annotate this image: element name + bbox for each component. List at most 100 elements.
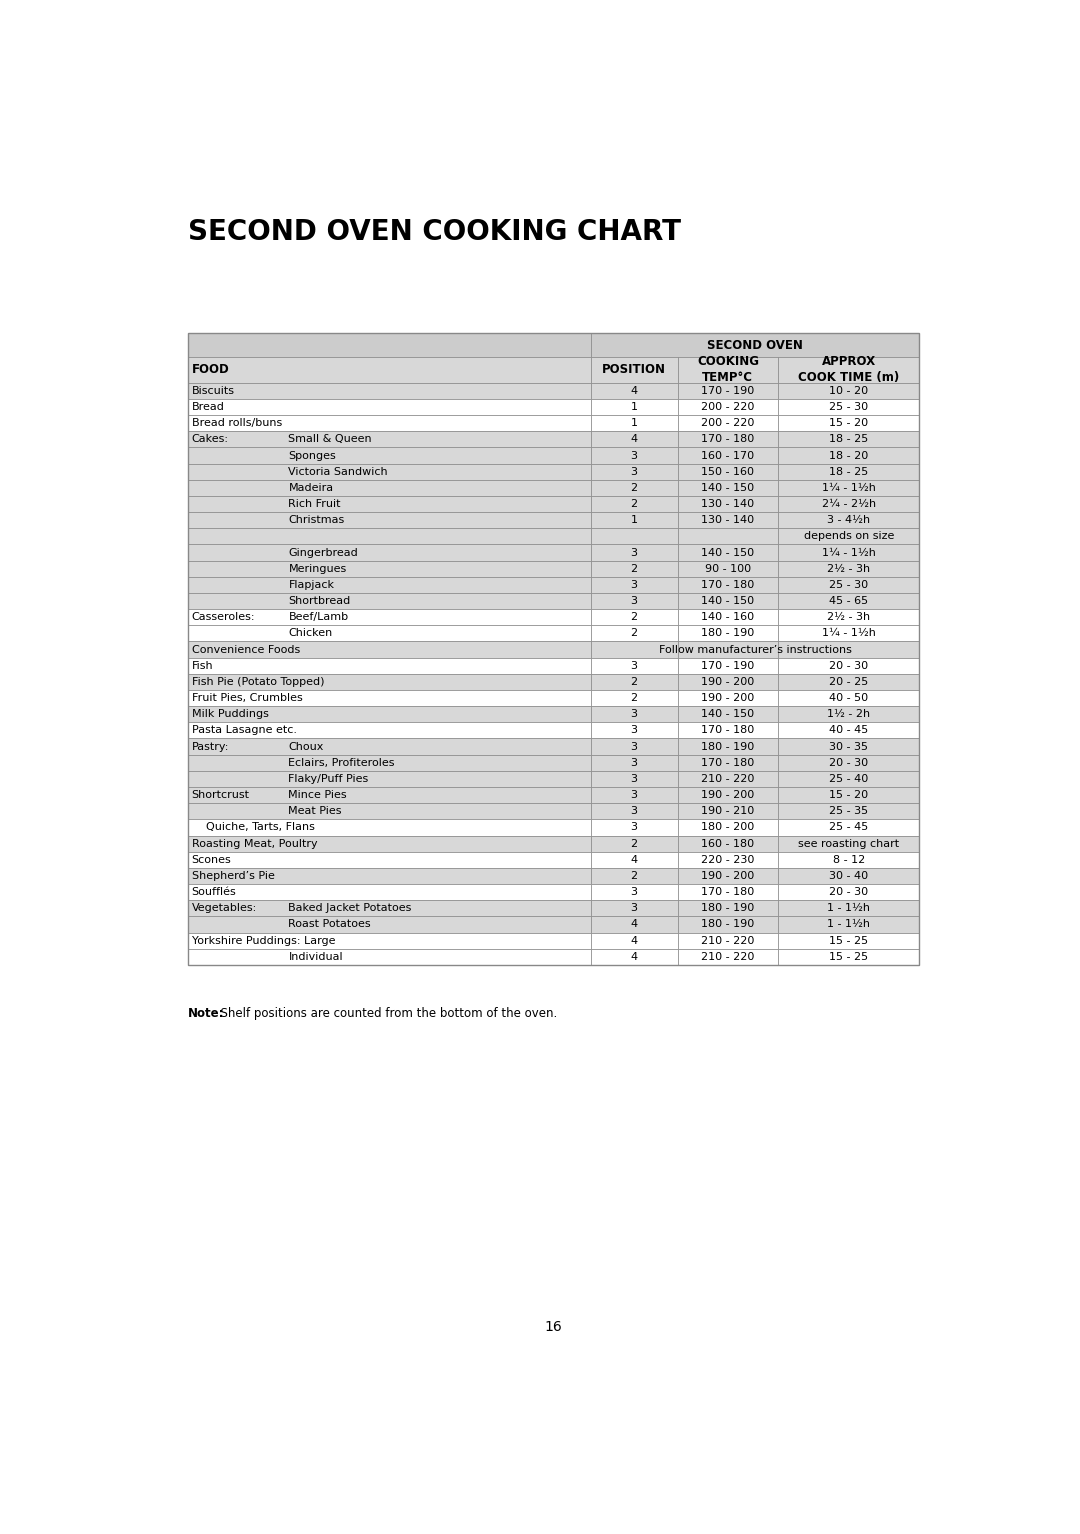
Text: 160 - 170: 160 - 170: [701, 451, 755, 460]
Text: 1 - 1½h: 1 - 1½h: [827, 919, 870, 930]
Text: 90 - 100: 90 - 100: [705, 563, 751, 574]
Text: 170 - 180: 170 - 180: [701, 887, 755, 897]
Bar: [677, 868, 779, 884]
Text: 40 - 50: 40 - 50: [829, 693, 868, 703]
Bar: [779, 916, 919, 933]
Text: Milk Puddings: Milk Puddings: [191, 709, 269, 719]
Text: APPROX
COOK TIME (m): APPROX COOK TIME (m): [798, 356, 900, 384]
Bar: [591, 738, 677, 755]
Text: 200 - 220: 200 - 220: [701, 419, 755, 428]
Bar: [779, 560, 919, 577]
Bar: [677, 609, 779, 626]
Bar: [188, 448, 591, 463]
Text: 1¼ - 1½h: 1¼ - 1½h: [822, 629, 876, 638]
Bar: [188, 333, 591, 356]
Bar: [677, 463, 779, 480]
Bar: [188, 528, 591, 545]
Text: 15 - 20: 15 - 20: [829, 790, 868, 801]
Bar: [591, 463, 677, 480]
Text: Small & Queen: Small & Queen: [288, 434, 373, 445]
Bar: [188, 836, 591, 851]
Text: 18 - 20: 18 - 20: [829, 451, 868, 460]
Text: 140 - 150: 140 - 150: [701, 597, 755, 606]
Bar: [188, 787, 591, 804]
Bar: [591, 577, 677, 594]
Text: 3: 3: [631, 887, 637, 897]
Text: Casseroles:: Casseroles:: [191, 612, 255, 623]
Bar: [779, 356, 919, 384]
Text: 210 - 220: 210 - 220: [701, 775, 755, 784]
Text: 25 - 40: 25 - 40: [829, 775, 868, 784]
Text: 2: 2: [631, 563, 637, 574]
Text: 4: 4: [631, 919, 637, 930]
Text: 130 - 140: 130 - 140: [701, 515, 755, 525]
Text: 210 - 220: 210 - 220: [701, 936, 755, 945]
Bar: [188, 626, 591, 641]
Text: Christmas: Christmas: [288, 515, 345, 525]
Text: 25 - 30: 25 - 30: [829, 580, 868, 591]
Text: 4: 4: [631, 854, 637, 865]
Bar: [677, 916, 779, 933]
Bar: [188, 609, 591, 626]
Text: Bread rolls/buns: Bread rolls/buns: [191, 419, 282, 428]
Bar: [677, 356, 779, 384]
Text: 180 - 200: 180 - 200: [701, 822, 755, 833]
Text: Flapjack: Flapjack: [288, 580, 335, 591]
Bar: [591, 916, 677, 933]
Text: 210 - 220: 210 - 220: [701, 951, 755, 962]
Bar: [188, 495, 591, 512]
Bar: [677, 480, 779, 495]
Bar: [188, 933, 591, 948]
Text: 3: 3: [631, 548, 637, 557]
Bar: [591, 416, 677, 431]
Text: 1 - 1½h: 1 - 1½h: [827, 904, 870, 913]
Bar: [779, 706, 919, 723]
Text: 2: 2: [631, 483, 637, 492]
Bar: [591, 480, 677, 495]
Bar: [591, 545, 677, 560]
Bar: [779, 577, 919, 594]
Bar: [677, 690, 779, 706]
Text: Quiche, Tarts, Flans: Quiche, Tarts, Flans: [191, 822, 314, 833]
Text: 25 - 30: 25 - 30: [829, 402, 868, 413]
Bar: [591, 690, 677, 706]
Bar: [591, 384, 677, 399]
Text: 3: 3: [631, 466, 637, 477]
Bar: [677, 755, 779, 770]
Bar: [677, 884, 779, 900]
Text: Note:: Note:: [188, 1008, 225, 1020]
Text: Meat Pies: Meat Pies: [288, 807, 342, 816]
Bar: [779, 448, 919, 463]
Text: 3: 3: [631, 580, 637, 591]
Bar: [779, 673, 919, 690]
Bar: [188, 851, 591, 868]
Text: 20 - 30: 20 - 30: [829, 661, 868, 670]
Text: 170 - 190: 170 - 190: [701, 387, 755, 396]
Bar: [188, 594, 591, 609]
Bar: [779, 480, 919, 495]
Bar: [188, 480, 591, 495]
Bar: [779, 819, 919, 836]
Bar: [188, 916, 591, 933]
Bar: [677, 673, 779, 690]
Bar: [188, 512, 591, 528]
Bar: [677, 577, 779, 594]
Bar: [591, 948, 677, 965]
Bar: [591, 399, 677, 416]
Text: Vegetables:: Vegetables:: [191, 904, 257, 913]
Bar: [188, 641, 591, 658]
Bar: [677, 384, 779, 399]
Bar: [779, 851, 919, 868]
Bar: [779, 528, 919, 545]
Bar: [591, 770, 677, 787]
Text: 170 - 180: 170 - 180: [701, 726, 755, 735]
Bar: [591, 333, 919, 356]
Text: Flaky/Puff Pies: Flaky/Puff Pies: [288, 775, 368, 784]
Bar: [591, 673, 677, 690]
Text: 30 - 40: 30 - 40: [829, 871, 868, 881]
Bar: [779, 723, 919, 738]
Text: Pasta Lasagne etc.: Pasta Lasagne etc.: [191, 726, 297, 735]
Text: Chicken: Chicken: [288, 629, 333, 638]
Bar: [188, 673, 591, 690]
Bar: [677, 495, 779, 512]
